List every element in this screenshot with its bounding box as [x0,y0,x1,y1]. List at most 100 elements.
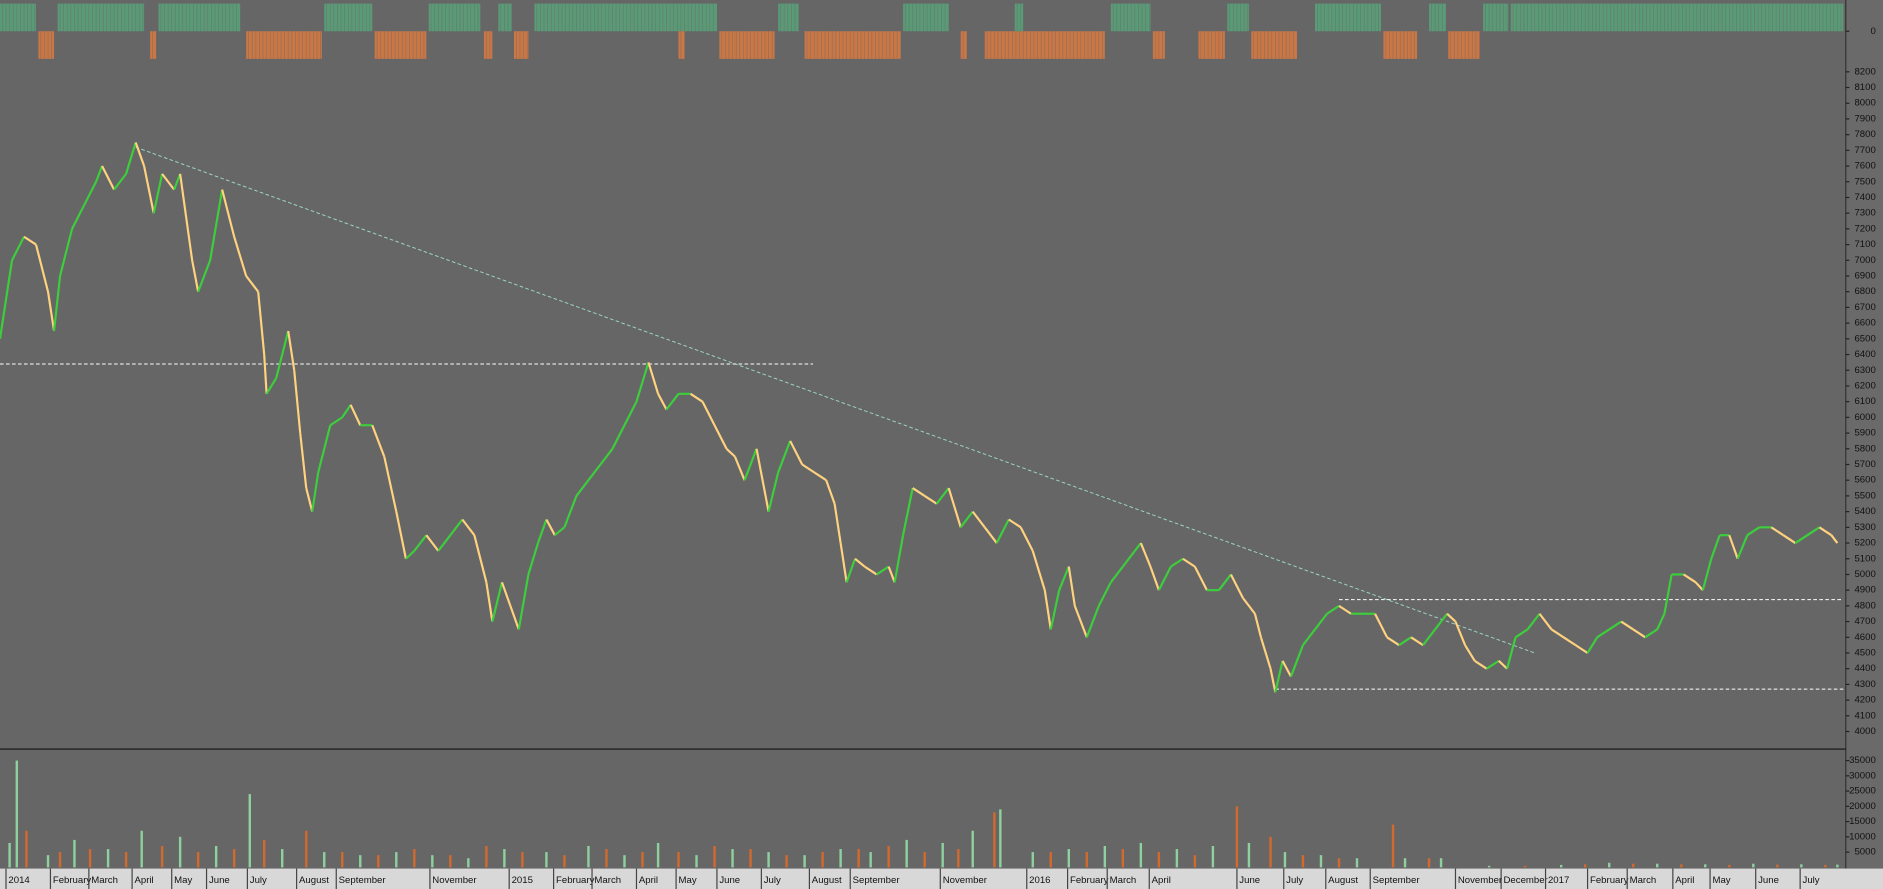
price-segment [1067,566,1076,607]
price-segment [971,510,986,528]
signal-bar [1110,3,1151,32]
price-segment [329,416,343,427]
volume-bar [1175,849,1179,868]
volume-bar [1523,865,1527,868]
volume-bar [677,852,680,868]
price-segment [371,424,386,458]
volume-bar [214,846,218,868]
x-tick-label: July [250,875,267,886]
price-segment [839,542,848,583]
volume-bar [73,839,76,868]
volume-bar [196,852,200,868]
price-segment [1818,526,1832,537]
price-segment [1229,573,1244,599]
price-segment [713,424,728,450]
price-segment [1830,534,1839,544]
x-tick-label: June [719,875,740,886]
y-tick-label: 4500 [1854,648,1875,659]
volume-bar [1776,864,1779,868]
volume-bar [1559,864,1563,868]
price-segment [725,448,736,458]
price-segment [1121,550,1136,568]
price-segment [221,189,236,238]
price-segment [1193,566,1208,591]
price-segment [1259,636,1272,670]
price-segment [143,165,155,214]
volume-bar [8,842,11,868]
y-tick-label: 7600 [1854,161,1875,172]
y-tick-label: 7100 [1854,239,1875,250]
y-tick-label: 7900 [1854,113,1875,124]
price-segment [789,440,804,465]
x-tick-label: November [1458,875,1503,886]
signal-bar [778,3,799,32]
price-segment [1410,636,1424,647]
price-segment [152,173,164,214]
volume-bar [281,849,284,868]
x-tick-label: April [1152,875,1171,886]
volume-bar [25,830,28,868]
y-tick-label: 6000 [1854,412,1875,423]
price-segment [509,605,520,630]
volume-bar [1487,865,1491,868]
volume-bar [803,855,806,868]
volume-bar [999,809,1002,868]
price-segment [1497,660,1508,670]
price-segment [1218,573,1232,591]
price-segment [299,432,308,489]
price-segment [1728,534,1739,560]
y-tick-label: 25000 [1849,786,1876,797]
price-segment [134,142,146,167]
volume-bar [1656,863,1659,868]
y-tick-label: 7800 [1854,129,1875,140]
x-tick-label: July [1803,875,1820,886]
price-segment [1794,534,1808,544]
signal-bar [1483,3,1509,32]
price-segment [413,534,428,552]
y-tick-label: 6300 [1854,365,1875,376]
x-tick-label: December [1504,875,1549,886]
price-segment [701,401,716,426]
price-segment [1770,526,1784,537]
signal-bar [513,31,529,59]
price-segment [1139,542,1152,568]
price-segment [1031,550,1046,591]
volume-bar [341,852,344,868]
y-tick-label: 20000 [1849,801,1876,812]
volume-bar [1157,852,1161,868]
volume-bar [413,849,416,868]
price-segment [1596,628,1610,639]
signal-bar [804,31,901,59]
x-tick-label: September [1373,875,1421,886]
signal-bar [1448,31,1480,59]
price-segment [245,275,260,293]
price-segment [1736,534,1749,560]
price-segment [1608,620,1622,631]
volume-bar [1247,842,1251,868]
price-segment [317,424,332,473]
price-segment [1170,557,1184,568]
volume-bar [485,846,488,868]
signal-bar [903,3,949,32]
price-segment [1550,628,1565,639]
volume-bar [305,830,308,868]
price-segment [813,471,827,482]
volume-bar [395,852,398,868]
y-tick-label: 4800 [1854,600,1875,611]
y-tick-label: 8000 [1854,98,1875,109]
volume-bar [1103,846,1107,868]
price-segment [563,495,578,528]
y-tick-label: 10000 [1849,831,1876,842]
price-segment [191,260,200,292]
price-segment [257,291,266,355]
signal-bar [678,31,685,59]
y-tick-label: 35000 [1849,755,1876,766]
price-segment [1269,668,1277,693]
price-segment [854,557,866,568]
volume-bar [1211,846,1215,868]
price-segment [209,189,224,261]
price-segment [959,510,974,528]
price-segment [485,582,494,622]
volume-bar [124,852,128,868]
